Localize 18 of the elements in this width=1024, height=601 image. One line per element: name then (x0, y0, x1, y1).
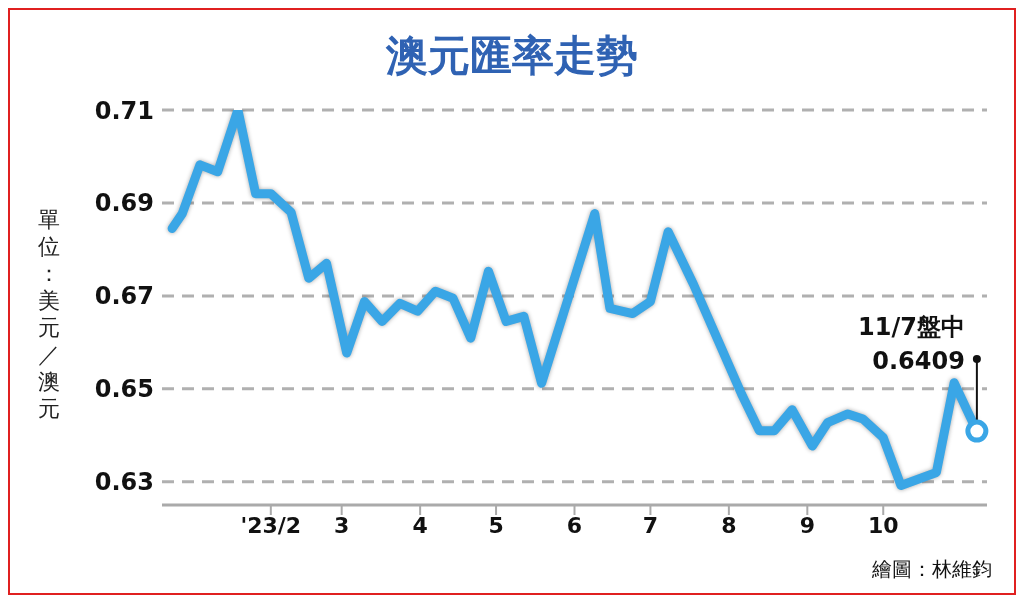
x-tick-label: 10 (867, 512, 899, 538)
annotation: 11/7盤中 0.6409 (858, 313, 965, 376)
y-tick-label: 0.67 (94, 282, 154, 311)
x-tick-label: 6 (566, 512, 583, 538)
x-tick-label: 8 (721, 512, 737, 538)
y-tick-label: 0.69 (94, 189, 154, 218)
x-tick-label: 5 (488, 512, 504, 538)
x-tick-label: 9 (799, 512, 815, 538)
x-tick-label: 3 (334, 512, 350, 538)
x-tick-label: '23/2 (240, 512, 302, 538)
y-tick-label: 0.63 (94, 468, 154, 497)
y-tick-label: 0.71 (94, 96, 154, 125)
y-tick-label: 0.65 (94, 375, 154, 404)
x-tick-label: 4 (412, 512, 428, 538)
y-axis-title: 單位：美元／澳元 (37, 206, 61, 422)
x-tick-label: 7 (642, 512, 659, 538)
text: 繪圖：林維鈞 (872, 556, 992, 583)
chart-title: 澳元匯率走勢 (385, 30, 639, 82)
